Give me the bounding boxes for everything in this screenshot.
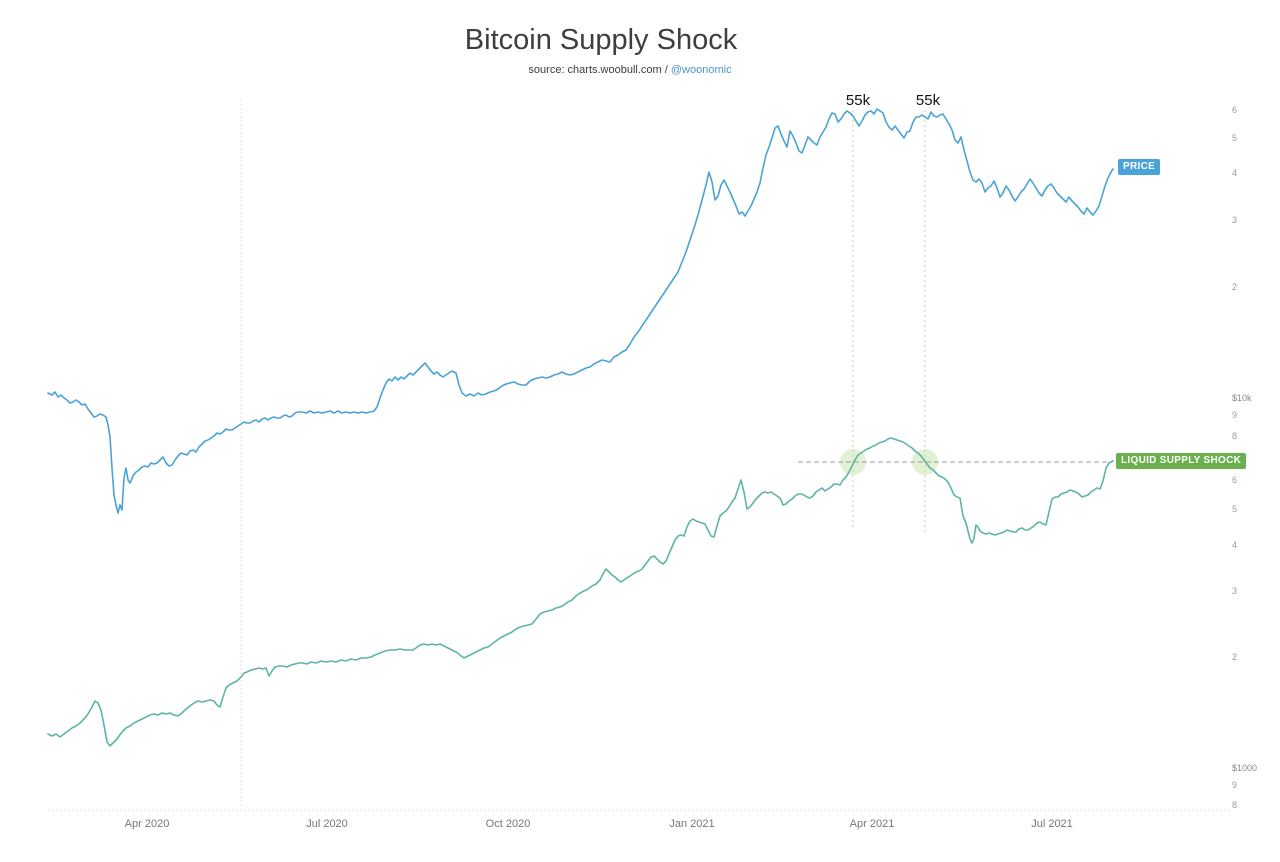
chart-source: source: charts.woobull.com / @woonomic — [528, 64, 731, 76]
x-axis-tick-label: Jul 2021 — [1031, 818, 1073, 830]
y-axis-tick-label: 8 — [1232, 431, 1237, 441]
annotation-label-55k: 55k — [846, 92, 871, 109]
x-axis-tick-label: Apr 2020 — [125, 818, 170, 830]
y-axis-tick-label: 4 — [1232, 540, 1237, 550]
y-axis-tick-label: $1000 — [1232, 763, 1257, 773]
y-axis-tick-label: 3 — [1232, 586, 1237, 596]
x-axis-tick-label: Apr 2021 — [850, 818, 895, 830]
highlight-circle — [840, 449, 866, 475]
y-axis-tick-label: 9 — [1232, 410, 1237, 420]
y-axis-tick-label: 2 — [1232, 652, 1237, 662]
series-line-price — [47, 108, 1114, 514]
x-axis-tick-label: Jul 2020 — [306, 818, 348, 830]
liquid-supply-shock-badge: LIQUID SUPPLY SHOCK — [1116, 453, 1247, 469]
y-axis-tick-label: 9 — [1232, 780, 1237, 790]
y-axis-tick-label: 4 — [1232, 168, 1237, 178]
page-title: Bitcoin Supply Shock — [464, 24, 738, 56]
y-axis-tick-label: 8 — [1232, 800, 1237, 810]
source-text: source: charts.woobull.com / — [528, 64, 671, 76]
y-axis-tick-label: 6 — [1232, 475, 1237, 485]
x-axis-tick-label: Jan 2021 — [669, 818, 714, 830]
y-axis-tick-label: 2 — [1232, 282, 1237, 292]
annotation-label-55k: 55k — [916, 92, 941, 109]
series-line-liquid-supply-shock — [47, 437, 1114, 747]
y-axis-tick-label: 3 — [1232, 215, 1237, 225]
y-axis-tick-label: 6 — [1232, 105, 1237, 115]
source-link[interactable]: @woonomic — [670, 64, 732, 76]
y-axis-tick-label: 5 — [1232, 504, 1237, 514]
price-series-badge: PRICE — [1118, 159, 1161, 175]
x-axis-tick-label: Oct 2020 — [486, 818, 531, 830]
y-axis-tick-label: 5 — [1232, 133, 1237, 143]
y-axis-tick-label: $10k — [1232, 393, 1252, 403]
